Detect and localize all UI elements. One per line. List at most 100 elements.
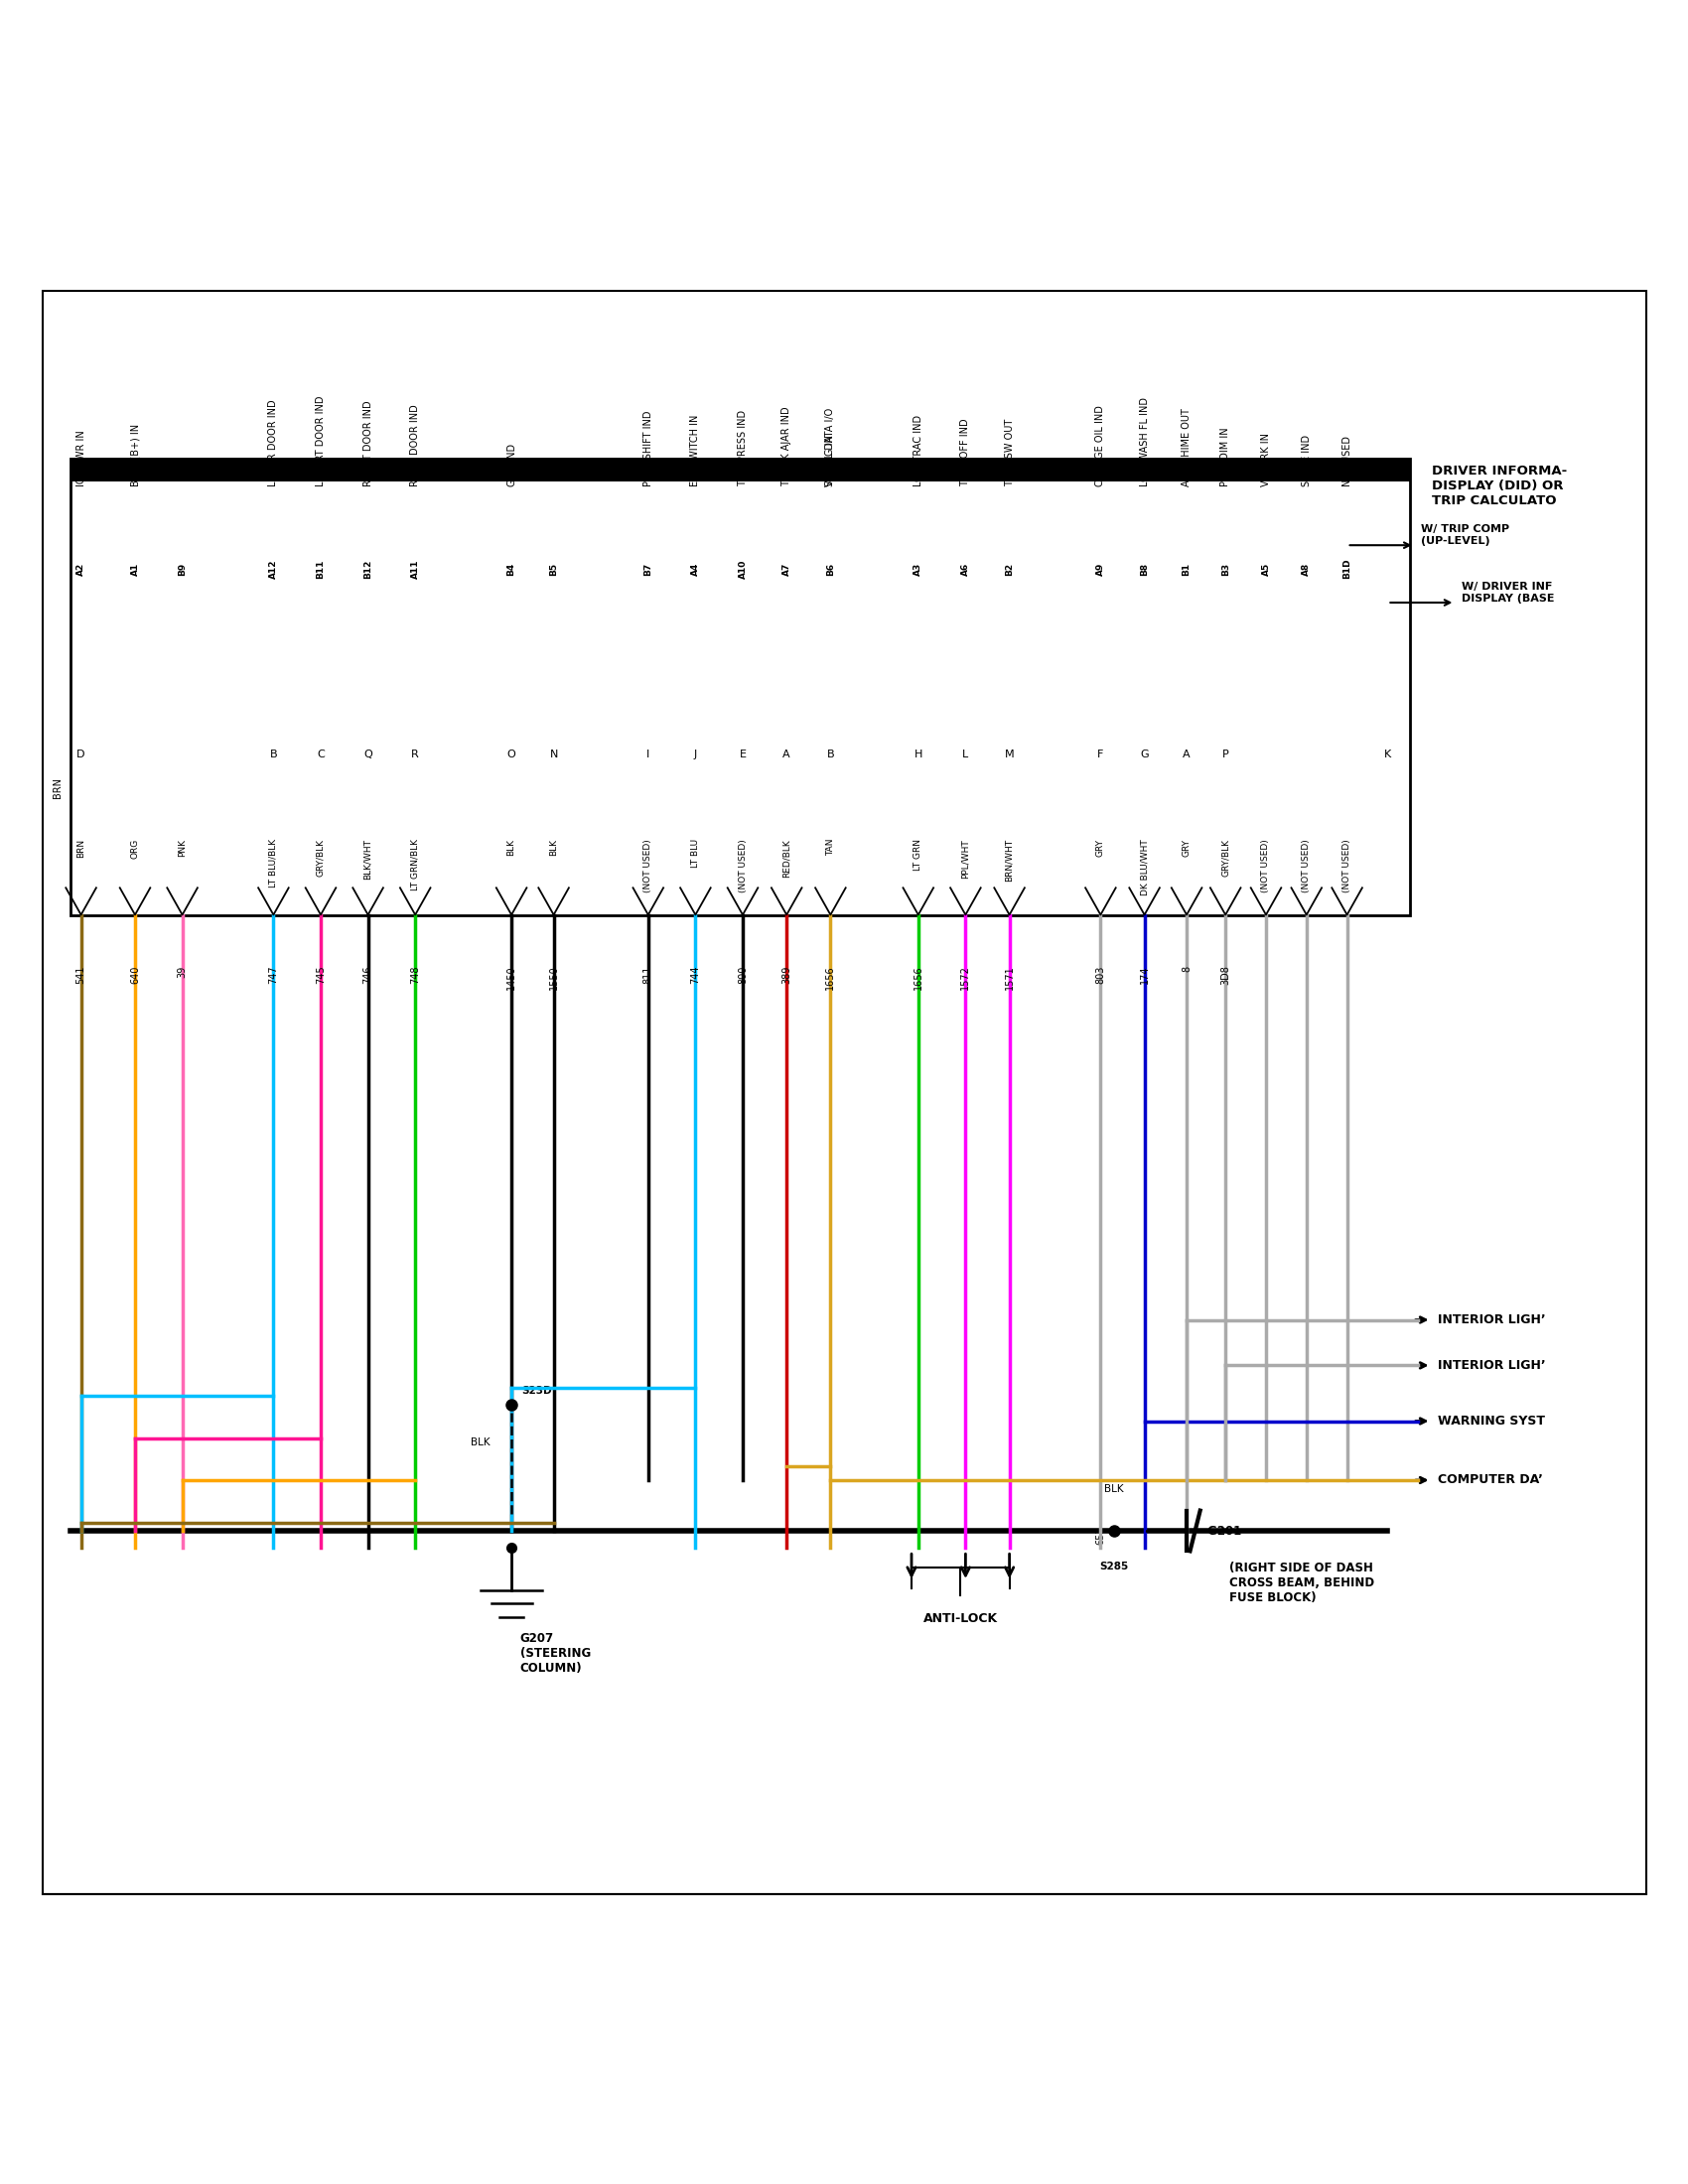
- Text: SPARE IND: SPARE IND: [1301, 435, 1312, 487]
- Text: 800: 800: [738, 965, 748, 983]
- Text: 748: 748: [410, 965, 420, 983]
- Text: B9: B9: [177, 561, 187, 574]
- Text: RT RR DOOR IND: RT RR DOOR IND: [410, 404, 420, 487]
- Text: B12: B12: [363, 559, 373, 579]
- Text: A7: A7: [782, 561, 792, 574]
- Text: B3: B3: [1220, 561, 1231, 574]
- Text: B5: B5: [549, 561, 559, 574]
- Text: INTERIOR LIGH’: INTERIOR LIGH’: [1438, 1358, 1546, 1372]
- Text: I: I: [647, 749, 650, 760]
- Text: (RIGHT SIDE OF DASH
CROSS BEAM, BEHIND
FUSE BLOCK): (RIGHT SIDE OF DASH CROSS BEAM, BEHIND F…: [1229, 1562, 1374, 1603]
- Text: BATT (B+) IN: BATT (B+) IN: [130, 424, 140, 487]
- Text: O: O: [506, 749, 517, 760]
- Text: B8: B8: [1139, 561, 1150, 574]
- Text: BLK: BLK: [471, 1437, 491, 1448]
- Text: IGN PWR IN: IGN PWR IN: [76, 430, 86, 487]
- Text: A10: A10: [738, 559, 748, 579]
- Text: VF PARK IN: VF PARK IN: [1261, 432, 1271, 487]
- Text: SERIAL DATA I/O: SERIAL DATA I/O: [825, 408, 836, 487]
- Text: 1571: 1571: [1004, 965, 1014, 989]
- Text: B1: B1: [1182, 561, 1192, 574]
- Text: RT FRT DOOR IND: RT FRT DOOR IND: [363, 400, 373, 487]
- Text: 746: 746: [363, 965, 373, 983]
- Text: B6: B6: [825, 561, 836, 574]
- Text: 174: 174: [1139, 965, 1150, 983]
- Text: LOW TRAC IND: LOW TRAC IND: [913, 415, 923, 487]
- Text: TRUNK AJAR IND: TRUNK AJAR IND: [782, 406, 792, 487]
- Text: TRAC SW OUT: TRAC SW OUT: [1004, 419, 1014, 487]
- Text: (NOT USED): (NOT USED): [1342, 839, 1352, 893]
- Text: GROUND: GROUND: [506, 443, 517, 487]
- Text: B: B: [270, 749, 277, 760]
- Text: BLK: BLK: [506, 839, 517, 856]
- Text: 811: 811: [643, 965, 653, 983]
- Text: TRAC OFF IND: TRAC OFF IND: [960, 417, 971, 487]
- Text: 1656: 1656: [913, 965, 923, 989]
- Text: L: L: [962, 749, 969, 760]
- Text: 640: 640: [130, 965, 140, 983]
- Text: B7: B7: [643, 561, 653, 574]
- Text: ORG: ORG: [130, 839, 140, 858]
- Text: PWM DIM IN: PWM DIM IN: [1220, 426, 1231, 487]
- Text: (NOT USED): (NOT USED): [643, 839, 653, 893]
- Text: A2: A2: [76, 561, 86, 574]
- Text: BRN: BRN: [52, 778, 62, 799]
- Text: BRN: BRN: [76, 839, 86, 858]
- Text: W/ DRIVER INF
DISPLAY (BASE: W/ DRIVER INF DISPLAY (BASE: [1462, 581, 1555, 603]
- Text: A3: A3: [913, 561, 923, 574]
- Text: PERF SHIFT IND: PERF SHIFT IND: [643, 411, 653, 487]
- Text: LFT FRT DOOR IND: LFT FRT DOOR IND: [316, 395, 326, 487]
- Text: DRIVER INFORMA-
DISPLAY (DID) OR
TRIP CALCULATO: DRIVER INFORMA- DISPLAY (DID) OR TRIP CA…: [1431, 465, 1566, 507]
- Text: NOT USED: NOT USED: [1342, 435, 1352, 487]
- Text: (NOT USED): (NOT USED): [1301, 839, 1312, 893]
- Text: B1D: B1D: [1342, 559, 1352, 579]
- Text: A8: A8: [1301, 561, 1312, 574]
- Bar: [71, 459, 1409, 480]
- Text: 653: 653: [1096, 1527, 1106, 1544]
- Text: PNK: PNK: [177, 839, 187, 856]
- Text: S23D: S23D: [522, 1387, 552, 1396]
- Text: A6: A6: [960, 561, 971, 574]
- Text: F: F: [1097, 749, 1104, 760]
- Text: E: E: [739, 749, 746, 760]
- Text: AUX CHIME OUT: AUX CHIME OUT: [1182, 408, 1192, 487]
- Text: CHANGE OIL IND: CHANGE OIL IND: [1096, 404, 1106, 487]
- Text: LFT RR DOOR IND: LFT RR DOOR IND: [268, 400, 279, 487]
- Text: BLK/WHT: BLK/WHT: [363, 839, 373, 880]
- Text: (NOT USED): (NOT USED): [1261, 839, 1271, 893]
- Text: LT BLU: LT BLU: [690, 839, 701, 867]
- Text: H: H: [915, 749, 922, 760]
- Text: A12: A12: [268, 559, 279, 579]
- Text: B4: B4: [506, 561, 517, 574]
- Text: A9: A9: [1096, 561, 1106, 574]
- Text: C: C: [317, 749, 324, 760]
- Text: 803: 803: [1096, 965, 1106, 983]
- Text: INTERIOR LIGH’: INTERIOR LIGH’: [1438, 1313, 1546, 1326]
- Text: D: D: [78, 749, 86, 760]
- Text: W/ TRIP COMP
(UP-LEVEL): W/ TRIP COMP (UP-LEVEL): [1421, 524, 1509, 546]
- Text: N: N: [550, 749, 557, 760]
- Text: B11: B11: [316, 559, 326, 579]
- Text: A: A: [1183, 749, 1190, 760]
- Text: GRY: GRY: [1096, 839, 1106, 856]
- Text: VSS SIG IN: VSS SIG IN: [825, 435, 836, 487]
- Text: Q: Q: [363, 749, 373, 760]
- Text: GRY: GRY: [1182, 839, 1192, 856]
- Text: G207
(STEERING
COLUMN): G207 (STEERING COLUMN): [520, 1631, 591, 1675]
- Text: BLK: BLK: [1104, 1483, 1124, 1494]
- Text: 1572: 1572: [960, 965, 971, 989]
- Text: (NOT USED): (NOT USED): [738, 839, 748, 893]
- Text: GRY/BLK: GRY/BLK: [316, 839, 326, 876]
- Text: 1450: 1450: [506, 965, 517, 989]
- Text: 3D8: 3D8: [1220, 965, 1231, 985]
- Text: J: J: [694, 749, 697, 760]
- Text: S285: S285: [1099, 1562, 1129, 1570]
- Text: LT GRN/BLK: LT GRN/BLK: [410, 839, 420, 891]
- Text: TAN: TAN: [825, 839, 836, 856]
- Text: E/M SWITCH IN: E/M SWITCH IN: [690, 415, 701, 487]
- Text: R: R: [412, 749, 419, 760]
- Text: A: A: [783, 749, 790, 760]
- Text: TIRE PRESS IND: TIRE PRESS IND: [738, 411, 748, 487]
- Text: LT BLU/BLK: LT BLU/BLK: [268, 839, 279, 887]
- Text: B: B: [827, 749, 834, 760]
